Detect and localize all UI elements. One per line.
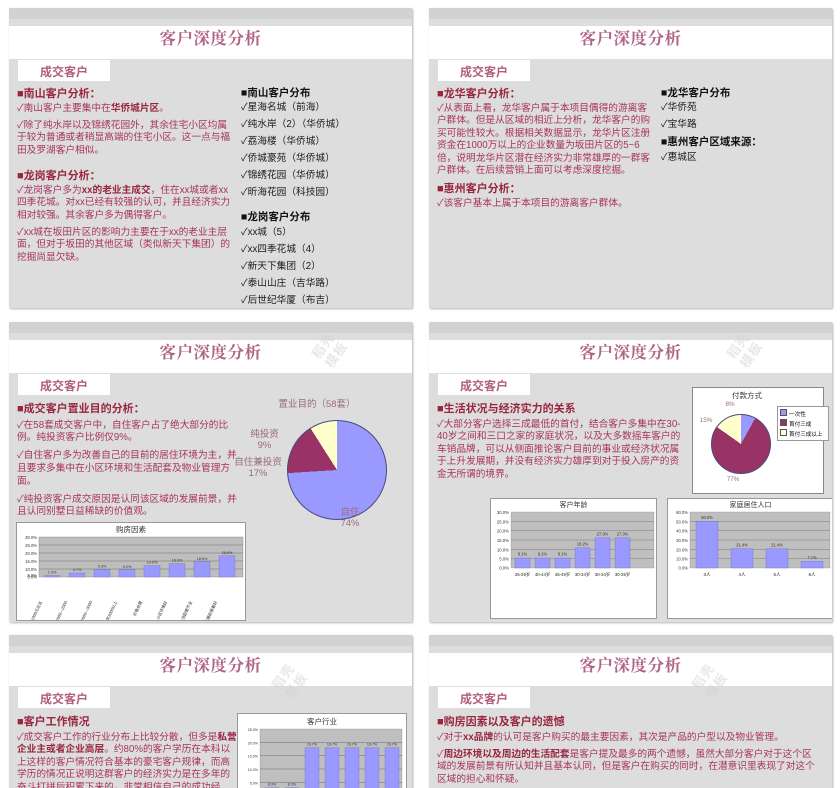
svg-text:4.7%: 4.7%	[73, 568, 82, 572]
svg-text:16.7%: 16.7%	[367, 743, 378, 747]
svg-text:5.0%: 5.0%	[499, 557, 509, 562]
svg-text:4人: 4人	[738, 572, 746, 577]
svg-text:30.0%: 30.0%	[25, 535, 37, 540]
svg-text:50.0%: 50.0%	[701, 515, 713, 520]
svg-text:价格合理: 价格合理	[131, 600, 143, 617]
svg-text:20.0%: 20.0%	[248, 741, 259, 745]
svg-text:25.6%: 25.6%	[222, 551, 233, 555]
svg-text:10.0%: 10.0%	[25, 567, 37, 572]
svg-text:21.4%: 21.4%	[771, 543, 783, 548]
svg-text:16.3%: 16.3%	[172, 559, 183, 563]
svg-text:9.2%: 9.2%	[123, 565, 132, 569]
svg-text:20.0%: 20.0%	[497, 529, 509, 534]
svg-text:20.0%: 20.0%	[676, 547, 688, 552]
svg-text:10.0%: 10.0%	[676, 557, 688, 562]
svg-text:27.3%: 27.3%	[597, 531, 609, 536]
svg-text:16.7%: 16.7%	[327, 743, 338, 747]
svg-text:14.0%: 14.0%	[147, 561, 158, 565]
svg-text:发展前景看好: 发展前景看好	[203, 600, 219, 621]
svg-text:8.3%: 8.3%	[288, 783, 297, 787]
svg-text:2.3%: 2.3%	[48, 571, 57, 575]
svg-text:7.1%: 7.1%	[807, 555, 817, 560]
svg-text:25.0%: 25.0%	[248, 728, 259, 732]
svg-text:15.0%: 15.0%	[497, 538, 509, 543]
svg-text:30.0%: 30.0%	[676, 538, 688, 543]
svg-text:年2000—3000: 年2000—3000	[77, 599, 94, 621]
svg-text:25-29岁: 25-29岁	[515, 571, 530, 578]
svg-text:9.1%: 9.1%	[538, 552, 548, 557]
svg-text:25.0%: 25.0%	[25, 543, 37, 548]
svg-text:20.0%: 20.0%	[25, 551, 37, 556]
svg-text:0.0%: 0.0%	[678, 566, 688, 571]
svg-text:15.0%: 15.0%	[25, 559, 37, 564]
svg-text:8人: 8人	[808, 572, 816, 577]
svg-text:18.2%: 18.2%	[577, 541, 589, 546]
svg-text:5人: 5人	[773, 572, 781, 577]
svg-text:0.0%: 0.0%	[499, 566, 509, 571]
svg-text:10.0%: 10.0%	[248, 768, 259, 772]
svg-text:40.0%: 40.0%	[676, 529, 688, 534]
svg-text:30-34岁: 30-34岁	[575, 571, 590, 578]
svg-text:8.3%: 8.3%	[268, 783, 277, 787]
svg-text:小区环境好: 小区环境好	[154, 600, 168, 621]
svg-text:年1000元左右: 年1000元左右	[27, 600, 43, 621]
svg-text:18.6%: 18.6%	[197, 557, 208, 561]
svg-text:3人: 3人	[703, 572, 711, 577]
svg-text:16.7%: 16.7%	[307, 743, 318, 747]
svg-text:9.1%: 9.1%	[518, 552, 528, 557]
svg-text:9.3%: 9.3%	[98, 565, 107, 569]
svg-text:16.7%: 16.7%	[387, 743, 398, 747]
svg-text:21.4%: 21.4%	[736, 543, 748, 548]
svg-text:生活配套齐全: 生活配套齐全	[178, 600, 194, 621]
svg-text:9.1%: 9.1%	[558, 552, 568, 557]
svg-text:60.0%: 60.0%	[676, 510, 688, 515]
svg-text:16.7%: 16.7%	[347, 743, 358, 747]
svg-text:30-35岁: 30-35岁	[615, 571, 630, 578]
svg-text:45-49岁: 45-49岁	[555, 571, 570, 578]
svg-text:40-44岁: 40-44岁	[535, 571, 550, 578]
svg-text:0.0%: 0.0%	[27, 575, 37, 580]
svg-text:27.3%: 27.3%	[617, 531, 629, 536]
svg-text:25.0%: 25.0%	[497, 519, 509, 524]
svg-text:30-34岁: 30-34岁	[595, 571, 610, 578]
svg-text:15.0%: 15.0%	[248, 755, 259, 759]
svg-text:30.0%: 30.0%	[497, 510, 509, 515]
svg-text:年3000以上: 年3000以上	[104, 600, 118, 621]
svg-text:10.0%: 10.0%	[497, 547, 509, 552]
svg-text:5.0%: 5.0%	[250, 781, 259, 785]
svg-text:50.0%: 50.0%	[676, 519, 688, 524]
svg-text:年1000—2000: 年1000—2000	[52, 599, 69, 621]
